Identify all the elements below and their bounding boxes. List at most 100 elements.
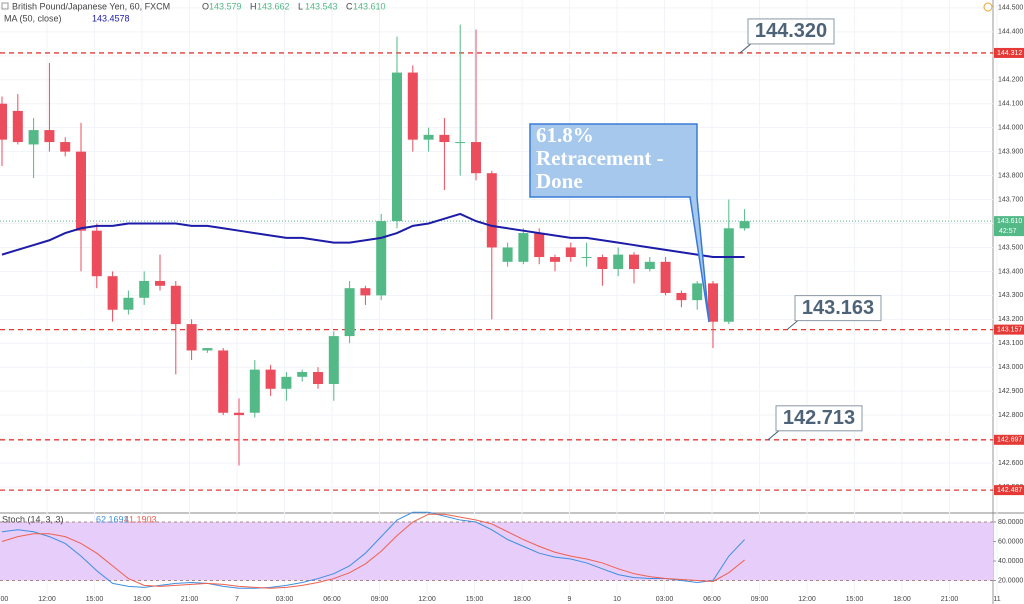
y-tick-label: 143.100: [998, 340, 1023, 347]
candle-body: [297, 372, 308, 377]
level-tag-label: 144.312: [997, 50, 1022, 57]
stoch-tick-label: 80.0000: [998, 519, 1023, 526]
level-tag: [994, 485, 1024, 496]
candle-body: [344, 288, 355, 337]
candle-body: [28, 130, 39, 145]
x-tick-label: 09:00: [371, 596, 389, 603]
x-tick-label: 18:00: [513, 596, 531, 603]
y-tick-label: 142.900: [998, 388, 1023, 395]
note-box: [747, 18, 835, 45]
y-tick-label: 143.200: [998, 316, 1023, 323]
x-tick-label: 18:00: [893, 596, 911, 603]
level-tag: [994, 47, 1024, 58]
candle-body: [723, 228, 734, 322]
note-leader: [786, 319, 800, 331]
candle-body: [739, 221, 750, 229]
candle-body: [660, 261, 671, 293]
candle-body: [392, 72, 402, 222]
candle-body: [708, 283, 718, 322]
candle-body: [44, 130, 55, 143]
candle-body: [139, 280, 150, 298]
candle-body: [581, 257, 592, 259]
level-tag-label: 142.487: [997, 487, 1022, 494]
level-tag-label: 142.697: [997, 437, 1022, 444]
x-tick-label: 09:00: [0, 596, 8, 603]
ma-legend: MA (50, close): [4, 13, 62, 23]
ma-legend-value: 143.4578: [92, 13, 130, 23]
x-tick-label: 12:00: [38, 596, 56, 603]
x-tick-label: 06:00: [703, 596, 721, 603]
candle-body: [423, 134, 434, 140]
ohlc-key: L: [298, 1, 303, 11]
stoch-tick-label: 20.0000: [998, 577, 1023, 584]
candle-body: [218, 350, 229, 413]
x-tick-label: 06:00: [323, 596, 341, 603]
candle-body: [202, 348, 213, 351]
ohlc-key: O: [202, 1, 209, 11]
candle-body: [692, 283, 703, 301]
x-tick-label: 15:00: [466, 596, 484, 603]
x-tick-label: 21:00: [181, 596, 199, 603]
candle-body: [486, 173, 497, 248]
y-tick-label: 144.200: [998, 77, 1023, 84]
x-tick-label: 12:00: [418, 596, 436, 603]
level-tag: [994, 434, 1024, 445]
x-tick-label: 11: [993, 596, 1000, 603]
candle-body: [281, 376, 292, 389]
note-leader: [739, 42, 753, 54]
symbol: British Pound/Japanese Yen, 60, FXCM: [12, 1, 170, 11]
y-tick-label: 144.100: [998, 101, 1023, 108]
ohlc-value: 143.662: [257, 1, 290, 11]
note-label: 142.713: [783, 407, 855, 429]
candle-body: [60, 142, 71, 152]
candle-body: [644, 261, 655, 270]
candle-body: [155, 280, 165, 286]
callout-box: [529, 123, 710, 323]
stoch-legend: Stoch (14, 3, 3): [2, 514, 64, 524]
callout-text: Retracement -: [536, 146, 664, 170]
note-leader: [767, 429, 781, 441]
x-tick-label: 15:00: [86, 596, 104, 603]
stoch-tick-label: 60.0000: [998, 538, 1023, 545]
level-tag-label: 143.157: [997, 326, 1022, 333]
callout-text: Done: [536, 169, 583, 193]
countdown: 42:57: [999, 228, 1017, 235]
candle-body: [613, 254, 624, 270]
level-tag: [994, 324, 1024, 335]
x-tick-label: 15:00: [846, 596, 864, 603]
y-tick-label: 143.800: [998, 172, 1023, 179]
callout-text: 61.8%: [536, 123, 594, 147]
y-tick-label: 143.000: [998, 364, 1023, 371]
candle-body: [455, 142, 466, 144]
header: British Pound/Japanese Yen, 60, FXCM MA …: [1, 1, 993, 524]
x-tick-label: 12:00: [798, 596, 816, 603]
candle-body: [407, 72, 418, 140]
y-tick-label: 143.300: [998, 292, 1023, 299]
x-tick-label: 10: [613, 596, 621, 603]
clock-icon: [983, 2, 993, 12]
stoch-tick-label: 40.0000: [998, 558, 1023, 565]
ohlc-value: 143.543: [305, 1, 338, 11]
candle-body: [107, 276, 118, 310]
y-tick-label: 144.000: [998, 125, 1023, 132]
ohlc-value: 143.579: [209, 1, 242, 11]
candle-body: [76, 151, 86, 231]
note-box: [775, 405, 863, 432]
icon: [1, 2, 9, 10]
stoch-d-line: [1, 513, 745, 589]
stoch-d-label: 41.1903: [124, 514, 157, 524]
note-box: [794, 295, 882, 322]
candle-body: [328, 336, 339, 384]
candle-body: [12, 110, 23, 143]
y-tick-label: 142.600: [998, 460, 1023, 467]
y-tick-label: 143.500: [998, 244, 1023, 251]
y-tick-label: 143.900: [998, 148, 1023, 155]
x-tick-label: 21:00: [941, 596, 959, 603]
y-tick-label: 143.700: [998, 196, 1023, 203]
candle-body: [0, 103, 7, 140]
candle-body: [265, 369, 276, 389]
y-tick-label: 142.800: [998, 412, 1023, 419]
candle-body: [676, 292, 687, 301]
